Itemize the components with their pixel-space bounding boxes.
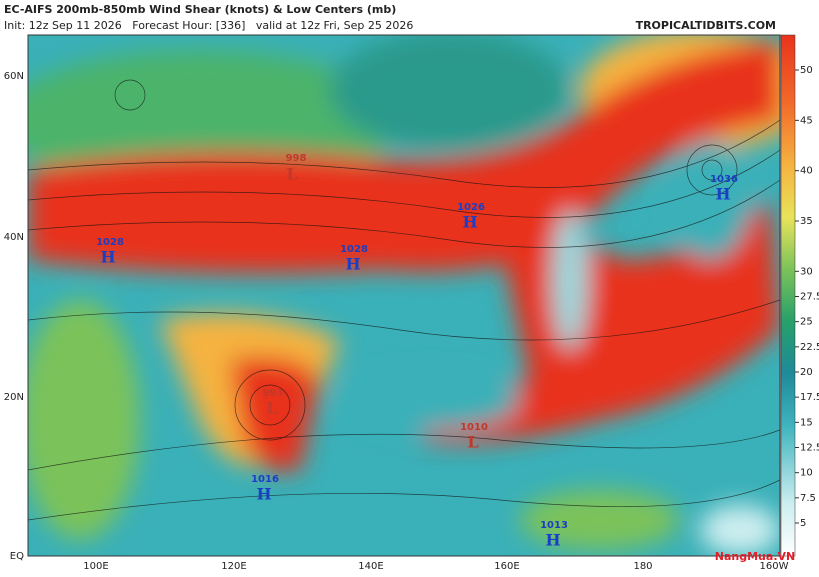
center-value: 1010 <box>460 422 488 433</box>
title: EC-AIFS 200mb-850mb Wind Shear (knots) &… <box>4 3 396 16</box>
center-symbol: L <box>266 399 277 418</box>
colorbar-label: 22.5 <box>800 342 819 353</box>
center-value: 1013 <box>540 520 568 531</box>
center-symbol: H <box>256 485 271 504</box>
center-value: 993 <box>263 388 284 399</box>
colorbar-label: 10 <box>800 468 813 479</box>
colorbar-label: 45 <box>800 115 813 126</box>
colorbar-label: 25 <box>800 317 813 328</box>
colorbar-label: 5 <box>800 518 806 529</box>
center-symbol: H <box>462 213 477 232</box>
lat-label: EQ <box>10 551 24 562</box>
colorbar <box>780 34 796 557</box>
center-value: 1036 <box>710 174 738 185</box>
lon-label: 140E <box>358 561 383 572</box>
colorbar-label: 27.5 <box>800 292 819 303</box>
colorbar-label: 40 <box>800 166 813 177</box>
center-symbol: L <box>286 165 297 184</box>
center-value: 1028 <box>96 237 124 248</box>
colorbar-label: 30 <box>800 266 813 277</box>
lon-label: 160E <box>494 561 519 572</box>
center-value: 998 <box>286 153 307 164</box>
site-name: TROPICALTIDBITS.COM <box>636 19 776 32</box>
colorbar-label: 20 <box>800 367 813 378</box>
lon-label: 160W <box>760 561 789 572</box>
lat-label: 20N <box>4 392 24 403</box>
lon-label: 100E <box>83 561 108 572</box>
colorbar-label: 12.5 <box>800 443 819 454</box>
subtitle: Init: 12z Sep 11 2026 Forecast Hour: [33… <box>4 19 413 32</box>
center-symbol: H <box>100 248 115 267</box>
lon-label: 180 <box>633 561 652 572</box>
map-frame <box>27 34 781 557</box>
colorbar-label: 50 <box>800 65 813 76</box>
colorbar-label: 7.5 <box>800 493 816 504</box>
center-symbol: H <box>715 185 730 204</box>
colorbar-label: 17.5 <box>800 392 819 403</box>
center-symbol: L <box>467 433 478 452</box>
colorbar-label: 35 <box>800 216 813 227</box>
lon-label: 120E <box>221 561 246 572</box>
center-value: 1026 <box>457 202 485 213</box>
center-symbol: H <box>345 255 360 274</box>
center-symbol: H <box>545 531 560 550</box>
shear-field <box>28 35 780 556</box>
center-value: 1016 <box>251 474 279 485</box>
center-value: 1028 <box>340 244 368 255</box>
colorbar-label: 15 <box>800 417 813 428</box>
watermark: NangMua.VN <box>715 550 795 563</box>
lat-label: 60N <box>4 71 24 82</box>
lat-label: 40N <box>4 232 24 243</box>
